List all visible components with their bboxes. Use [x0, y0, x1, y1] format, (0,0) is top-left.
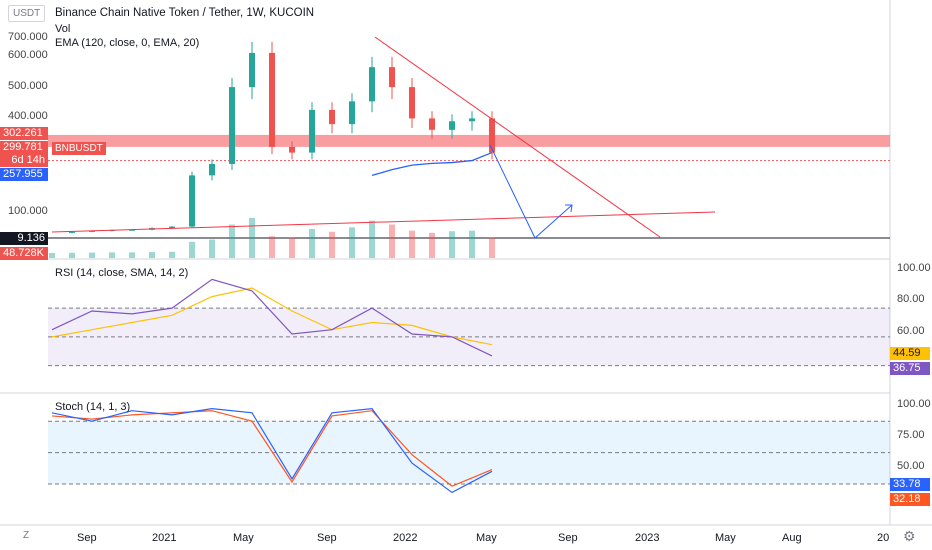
stoch-title[interactable]: Stoch (14, 1, 3)	[55, 401, 131, 413]
volume-bar	[89, 252, 95, 258]
rsi-value-tag: 36.75	[890, 362, 930, 375]
volume-bar	[369, 220, 375, 258]
price-tick-500: 500.000	[8, 80, 48, 92]
volume-bar	[109, 252, 115, 258]
stoch-tick-75: 75.00	[897, 429, 925, 441]
last-price-tag: 299.781	[0, 141, 48, 154]
price-tick-100: 100.000	[8, 205, 48, 217]
stoch-k-value-tag: 32.18	[890, 493, 930, 506]
time-label-2021: 2021	[152, 532, 177, 544]
rsi-ma-value-tag: 44.59	[890, 347, 930, 360]
candle-body	[489, 118, 495, 153]
time-label-may-2023: May	[715, 532, 736, 544]
volume-bar	[469, 230, 475, 258]
descending-trendline	[374, 36, 661, 238]
candle-body	[409, 87, 415, 119]
stoch-d-line	[51, 410, 493, 487]
rsi-tick-100: 100.00	[897, 262, 931, 274]
candle-body	[329, 109, 335, 125]
rsi-tick-60: 60.00	[897, 325, 925, 337]
level-value-tag: 9.136	[0, 232, 48, 245]
volume-bar	[309, 229, 315, 258]
volume-bar	[149, 252, 155, 258]
rsi-sma-line	[51, 287, 493, 346]
symbol-label-tag: BNBUSDT	[52, 142, 106, 155]
time-label-sep-2021: Sep	[317, 532, 337, 544]
candle-body	[469, 118, 475, 122]
chart-title: Binance Chain Native Token / Tether, 1W,…	[55, 7, 315, 19]
candle-body	[229, 87, 235, 164]
volume-bar	[289, 237, 295, 258]
time-label-sep-2022: Sep	[558, 532, 578, 544]
resistance-zone	[48, 134, 890, 147]
time-label-may-2021: May	[233, 532, 254, 544]
volume-bar	[249, 217, 255, 258]
volume-bar	[209, 239, 215, 258]
price-tick-700: 700.000	[8, 31, 48, 43]
candle-body	[269, 52, 275, 147]
volume-bar	[129, 252, 135, 258]
countdown-tag: 6d 14h	[0, 154, 48, 167]
volume-tag: 48.728K	[0, 247, 48, 260]
candle-body	[89, 230, 95, 232]
candle-body	[129, 229, 135, 231]
projection-path	[489, 144, 573, 239]
volume-bar	[489, 237, 495, 258]
volume-bar	[449, 231, 455, 258]
volume-bar	[389, 224, 395, 258]
ema-value-tag: 302.261	[0, 127, 48, 140]
volume-bar	[69, 252, 75, 258]
candle-body	[449, 121, 455, 130]
currency-button[interactable]: USDT	[8, 5, 46, 22]
candle-body	[189, 175, 195, 227]
indicator-ema-label[interactable]: EMA (120, close, 0, EMA, 20)	[55, 37, 200, 49]
volume-bar	[189, 241, 195, 258]
stoch-d-value-tag: 33.78	[890, 478, 930, 491]
rsi-title[interactable]: RSI (14, close, SMA, 14, 2)	[55, 267, 189, 279]
volume-bar	[429, 232, 435, 258]
volume-bar	[169, 251, 175, 258]
gear-icon[interactable]: ⚙	[903, 528, 916, 544]
time-label-aug-2023: Aug	[782, 532, 802, 544]
candle-body	[389, 67, 395, 88]
stoch-tick-50: 50.00	[897, 460, 925, 472]
candle-body	[69, 231, 75, 233]
zoom-button[interactable]: Z	[23, 530, 30, 541]
stoch-tick-100: 100.00	[897, 398, 931, 410]
price-tick-400: 400.000	[8, 110, 48, 122]
time-label-sep-2020: Sep	[77, 532, 97, 544]
rsi-line	[51, 278, 493, 357]
stoch-k-line	[51, 407, 493, 494]
candle-body	[369, 67, 375, 102]
price-tag-3: 257.955	[0, 168, 48, 181]
time-label-2022: 2022	[393, 532, 418, 544]
price-tick-600: 600.000	[8, 49, 48, 61]
time-label-may-2022: May	[476, 532, 497, 544]
ema-line	[371, 151, 493, 176]
rising-support-line	[51, 211, 716, 233]
candle-body	[309, 109, 315, 153]
volume-bar	[349, 227, 355, 258]
indicator-vol-label[interactable]: Vol	[55, 23, 71, 35]
time-label-20: 20	[877, 532, 890, 544]
candle-body	[349, 101, 355, 125]
candle-body	[169, 226, 175, 229]
candle-body	[429, 118, 435, 130]
projection-arrowhead	[565, 204, 573, 213]
candle-body	[249, 52, 255, 88]
volume-bar	[269, 236, 275, 258]
rsi-tick-80: 80.00	[897, 293, 925, 305]
volume-bar	[49, 253, 55, 258]
volume-bar	[229, 224, 235, 258]
volume-bar	[329, 231, 335, 258]
candle-body	[209, 163, 215, 176]
time-label-2023: 2023	[635, 532, 660, 544]
candle-body	[289, 146, 295, 153]
volume-bar	[409, 230, 415, 258]
